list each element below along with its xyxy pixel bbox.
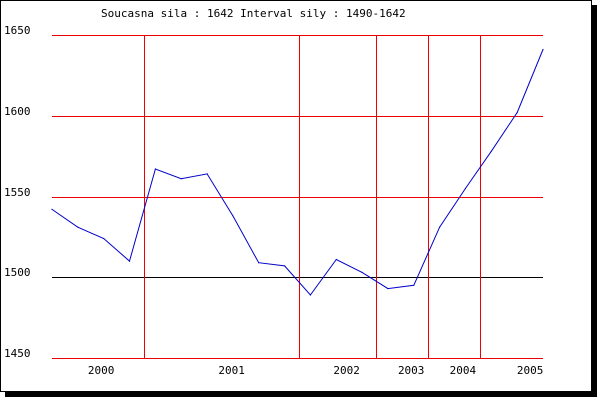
x-tick-label: 2005 [517, 364, 544, 377]
data-point [128, 260, 131, 262]
x-tick-label: 2002 [333, 364, 360, 377]
data-point [335, 258, 337, 261]
x-tick-label: 2003 [398, 364, 425, 377]
grid-layer [52, 35, 543, 359]
data-point [387, 288, 389, 290]
data-point [361, 271, 363, 273]
data-point [154, 168, 156, 170]
data-point [206, 173, 208, 175]
data-point [542, 48, 544, 51]
data-point [51, 208, 53, 210]
data-point [516, 111, 518, 114]
series-layer [51, 48, 544, 296]
data-point [439, 226, 441, 228]
data-point [413, 284, 415, 286]
data-point [180, 178, 182, 180]
y-tick-label: 1450 [4, 347, 31, 360]
series-line [51, 49, 544, 296]
y-tick-label: 1550 [4, 186, 31, 199]
x-tick-label: 2001 [218, 364, 245, 377]
chart-title: Soucasna sila : 1642 Interval sily : 149… [101, 7, 406, 20]
data-point [284, 265, 286, 267]
data-point [258, 262, 260, 264]
data-point [77, 226, 79, 228]
x-tick-label: 2004 [450, 364, 477, 377]
y-tick-label: 1500 [4, 266, 31, 279]
x-tick-label: 2000 [88, 364, 115, 377]
y-tick-label: 1600 [4, 105, 31, 118]
data-point [464, 187, 467, 189]
data-point [232, 215, 234, 217]
x-axis-ticks: 2000 2001 2002 2003 2004 2005 [88, 364, 543, 377]
y-tick-label: 1650 [4, 24, 31, 37]
data-point [309, 294, 311, 296]
y-axis-ticks: 1450 1500 1550 1600 1650 [4, 24, 31, 360]
data-point [490, 150, 492, 152]
data-point [103, 237, 105, 240]
chart-frame [0, 0, 592, 392]
